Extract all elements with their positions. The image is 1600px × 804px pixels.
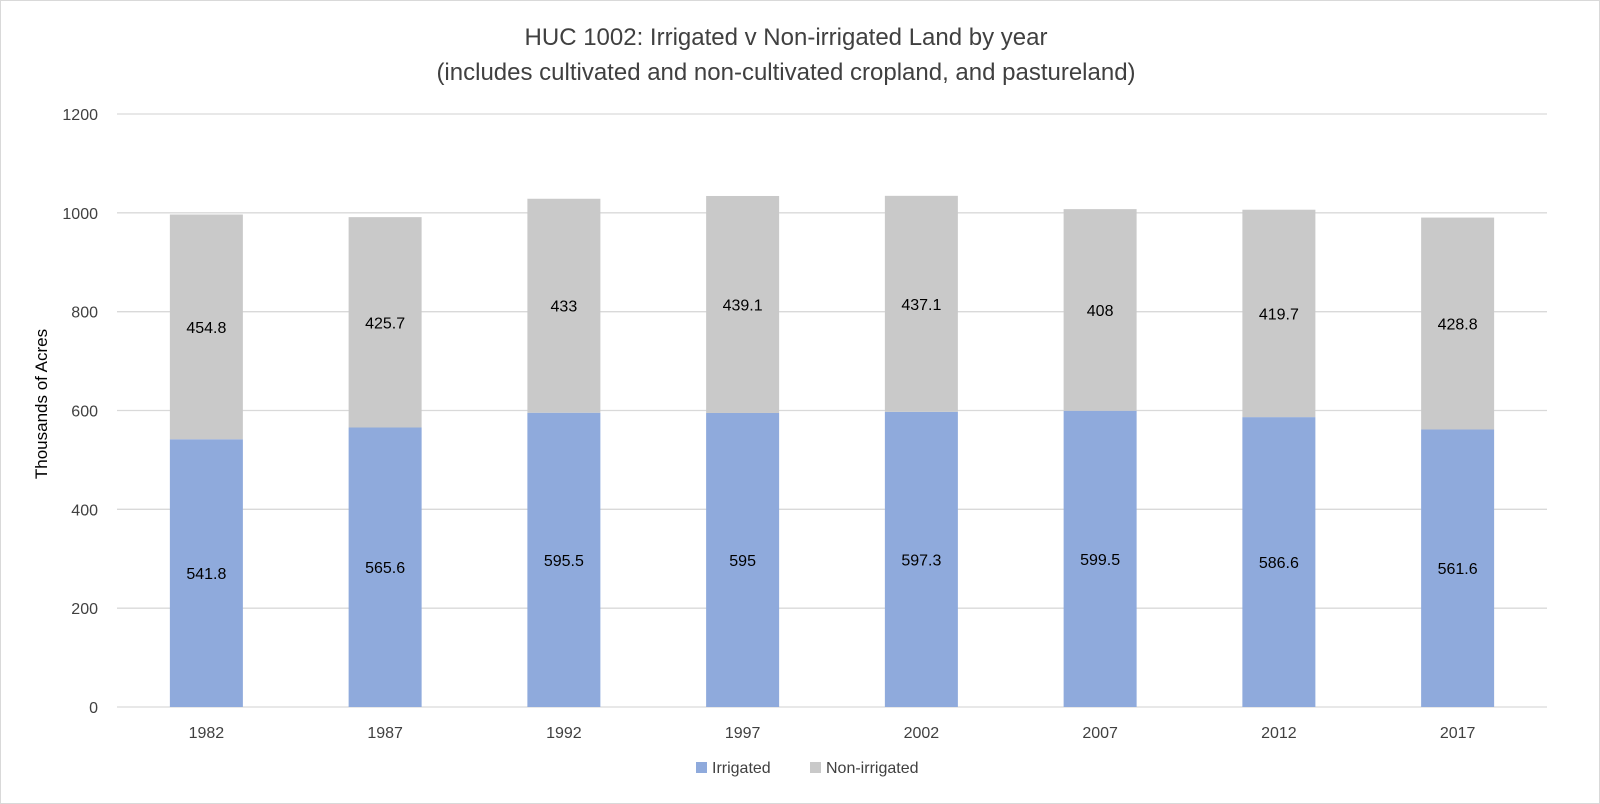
gridlines	[117, 113, 1547, 708]
data-label-non-irrigated: 437.1	[901, 297, 941, 314]
data-label-irrigated: 586.6	[1259, 555, 1299, 572]
y-tick-label: 600	[71, 404, 98, 421]
data-labels: 541.8 454.8 565.6 425.7 595.5 433 595 439.1 597.…	[186, 297, 1477, 583]
x-tick-label: 1997	[725, 725, 761, 742]
data-label-irrigated: 599.5	[1080, 552, 1120, 569]
bar-non-irrigated	[706, 195, 780, 413]
bar-irrigated	[1242, 417, 1316, 707]
y-tick-label: 200	[71, 601, 98, 618]
x-tick-label: 2017	[1440, 725, 1476, 742]
legend-swatch-irrigated	[696, 762, 707, 773]
x-tick-label: 1982	[189, 725, 225, 742]
bar-irrigated	[348, 427, 422, 707]
data-label-non-irrigated: 428.8	[1438, 317, 1478, 334]
data-label-irrigated: 595.5	[544, 553, 584, 570]
bars	[169, 195, 1495, 707]
x-tick-label: 2012	[1261, 725, 1297, 742]
data-label-irrigated: 541.8	[186, 566, 226, 583]
x-tick-label: 2007	[1082, 725, 1118, 742]
x-tick-label: 2002	[904, 725, 940, 742]
bar-non-irrigated	[169, 214, 243, 440]
data-label-irrigated: 561.6	[1438, 561, 1478, 578]
legend-swatch-non-irrigated	[810, 762, 821, 773]
data-label-non-irrigated: 439.1	[723, 297, 763, 314]
bar-irrigated	[1421, 429, 1495, 707]
chart-title: HUC 1002: Irrigated v Non-irrigated Land…	[525, 24, 1048, 51]
bar-non-irrigated	[1242, 209, 1316, 418]
y-tick-label: 1000	[62, 206, 98, 223]
bar-non-irrigated	[527, 198, 601, 413]
bar-irrigated	[884, 411, 958, 707]
bar-irrigated	[169, 439, 243, 707]
data-label-irrigated: 565.6	[365, 560, 405, 577]
data-label-non-irrigated: 433	[551, 299, 578, 316]
y-axis-label: Thousands of Acres	[32, 329, 51, 479]
y-tick-label: 1200	[62, 107, 98, 124]
bar-non-irrigated	[348, 217, 422, 428]
y-axis-ticks: 0 200 400 600 800 1000 1200	[62, 107, 98, 717]
y-tick-label: 0	[89, 700, 98, 717]
x-tick-label: 1992	[546, 725, 582, 742]
data-label-irrigated: 597.3	[901, 552, 941, 569]
x-tick-label: 1987	[367, 725, 403, 742]
data-label-irrigated: 595	[729, 553, 756, 570]
data-label-non-irrigated: 454.8	[186, 320, 226, 337]
data-label-non-irrigated: 419.7	[1259, 306, 1299, 323]
bar-non-irrigated	[1421, 217, 1495, 430]
legend-label-non-irrigated: Non-irrigated	[826, 760, 918, 777]
bar-non-irrigated	[884, 195, 958, 412]
bar-irrigated	[1063, 410, 1137, 707]
bar-non-irrigated	[1063, 209, 1137, 411]
chart-subtitle: (includes cultivated and non-cultivated …	[436, 59, 1135, 86]
y-tick-label: 400	[71, 502, 98, 519]
x-axis-ticks: 1982 1987 1992 1997 2002 2007 2012 2017	[189, 725, 1476, 742]
legend: Irrigated Non-irrigated	[696, 760, 918, 777]
bar-irrigated	[706, 412, 780, 707]
legend-label-irrigated: Irrigated	[712, 760, 771, 777]
bar-irrigated	[527, 412, 601, 707]
data-label-non-irrigated: 408	[1087, 303, 1114, 320]
y-tick-label: 800	[71, 305, 98, 322]
data-label-non-irrigated: 425.7	[365, 315, 405, 332]
